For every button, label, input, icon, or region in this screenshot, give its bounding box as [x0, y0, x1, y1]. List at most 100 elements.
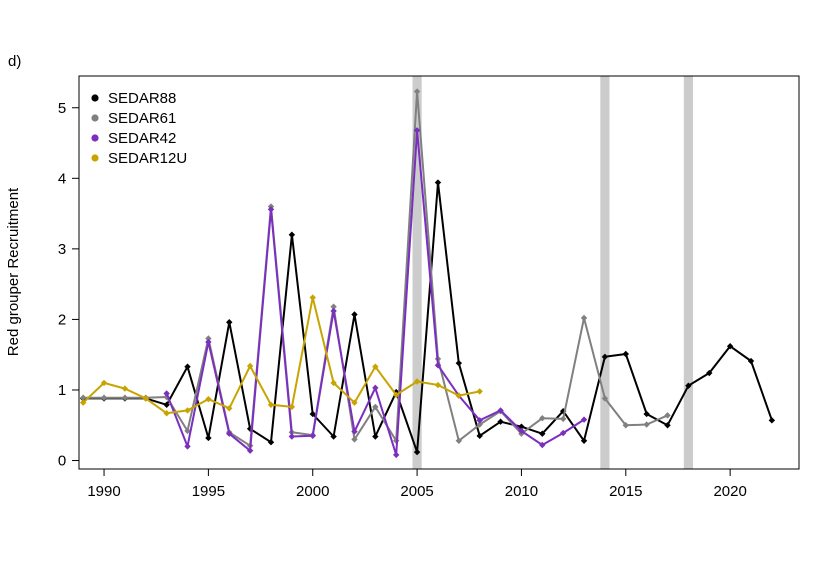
data-point-sedar42-2012 — [559, 429, 567, 437]
data-point-sedar12u-2003 — [372, 363, 379, 370]
data-point-sedar12u-2008 — [476, 388, 483, 395]
data-point-sedar61-2001 — [330, 303, 337, 310]
data-point-sedar12u-2007 — [455, 392, 463, 399]
x-tick-label-2010: 2010 — [505, 483, 538, 500]
legend-marker-sedar42 — [91, 134, 99, 142]
legend-label-sedar88: SEDAR88 — [108, 90, 176, 107]
data-point-sedar42-1997 — [246, 447, 254, 454]
shaded-band-2005 — [412, 76, 422, 469]
x-tick-label-2015: 2015 — [609, 483, 642, 500]
data-point-sedar88-2001 — [330, 433, 337, 440]
legend: SEDAR88 SEDAR61 SEDAR42 SEDAR12U — [91, 90, 187, 167]
data-point-sedar88-2007 — [455, 359, 463, 367]
data-point-sedar88-2015 — [622, 350, 629, 358]
data-point-sedar12u-1998 — [267, 401, 275, 408]
data-point-sedar12u-2000 — [309, 294, 316, 301]
series-line-sedar12u — [82, 296, 480, 415]
data-point-sedar42-2013 — [580, 416, 588, 423]
data-point-sedar42-1994 — [184, 443, 191, 450]
data-point-sedar88-2002 — [351, 311, 358, 318]
data-point-sedar42-1995 — [205, 338, 212, 346]
legend-marker-sedar88 — [91, 94, 99, 102]
data-point-sedar61-2014 — [601, 395, 609, 402]
data-point-sedar42-2005 — [413, 127, 421, 134]
data-point-sedar61-2016 — [643, 421, 650, 428]
data-point-sedar42-2006 — [434, 362, 442, 369]
data-point-sedar88-1996 — [226, 319, 233, 326]
data-point-sedar42-1998 — [267, 206, 275, 213]
data-point-sedar12u-1992 — [142, 395, 149, 402]
x-tick-label-1995: 1995 — [192, 483, 225, 500]
data-point-sedar88-1998 — [267, 438, 275, 446]
data-point-sedar12u-1996 — [226, 405, 233, 412]
data-point-sedar88-2011 — [539, 430, 546, 437]
data-point-sedar42-2001 — [330, 307, 337, 315]
data-point-sedar12u-2001 — [330, 379, 337, 387]
data-point-sedar88-2005 — [413, 448, 421, 456]
y-tick-label-5: 5 — [58, 100, 66, 117]
data-point-sedar61-2007 — [455, 437, 463, 444]
data-point-sedar12u-1991 — [121, 385, 129, 392]
data-point-sedar42-2002 — [351, 428, 358, 435]
data-point-sedar61-2002 — [351, 436, 358, 443]
data-point-sedar42-2008 — [476, 417, 483, 424]
legend-label-sedar61: SEDAR61 — [108, 110, 176, 127]
data-point-sedar88-1995 — [205, 434, 212, 442]
legend-item-sedar42: SEDAR42 — [91, 130, 176, 147]
shaded-year-bands — [412, 76, 693, 469]
data-point-sedar61-2012 — [559, 415, 567, 423]
series-lines — [79, 88, 776, 459]
x-tick-label-2005: 2005 — [400, 483, 433, 500]
series-sedar12u — [79, 294, 483, 417]
y-tick-label-4: 4 — [58, 170, 66, 187]
data-point-sedar61-1991 — [121, 394, 129, 401]
data-point-sedar61-2003 — [372, 403, 379, 411]
data-point-sedar88-2021 — [747, 357, 755, 365]
data-point-sedar88-2018 — [685, 382, 692, 389]
data-point-sedar42-2003 — [372, 384, 379, 392]
x-tick-label-1990: 1990 — [87, 483, 120, 500]
data-point-sedar42-2000 — [309, 432, 316, 440]
y-axis: 0 1 2 3 4 5 — [58, 100, 80, 470]
data-point-sedar88-2003 — [372, 433, 379, 440]
data-point-sedar88-2000 — [309, 410, 316, 418]
data-point-sedar12u-2005 — [413, 378, 421, 385]
data-point-sedar12u-1999 — [288, 403, 296, 411]
data-point-sedar42-1996 — [226, 430, 233, 437]
y-tick-label-0: 0 — [58, 453, 66, 470]
x-axis: 1990 1995 2000 2005 2010 2015 2020 — [87, 468, 747, 500]
data-point-sedar61-2005 — [413, 88, 421, 95]
data-point-sedar12u-1995 — [205, 395, 212, 403]
data-point-sedar88-2019 — [706, 369, 713, 377]
data-point-sedar12u-1989 — [79, 399, 87, 406]
data-point-sedar12u-1993 — [163, 410, 170, 417]
data-point-sedar88-1999 — [288, 231, 296, 238]
data-point-sedar88-2013 — [580, 437, 588, 444]
data-point-sedar42-1999 — [288, 433, 296, 440]
data-point-sedar61-1995 — [205, 335, 212, 342]
data-point-sedar42-2004 — [393, 451, 400, 459]
data-point-sedar61-2017 — [664, 412, 671, 419]
data-point-sedar61-2008 — [476, 421, 483, 428]
data-point-sedar61-1989 — [79, 394, 87, 401]
data-point-sedar12u-1997 — [246, 362, 254, 370]
data-point-sedar42-2011 — [539, 441, 546, 449]
x-tick-label-2000: 2000 — [296, 483, 329, 500]
data-point-sedar88-2020 — [726, 343, 734, 350]
legend-marker-sedar61 — [91, 114, 99, 122]
data-point-sedar88-1993 — [163, 401, 170, 408]
data-point-sedar61-2013 — [580, 314, 588, 322]
shaded-band-2014 — [600, 76, 610, 469]
legend-label-sedar12u: SEDAR12U — [108, 150, 187, 167]
x-tick-label-2020: 2020 — [713, 483, 746, 500]
y-tick-label-3: 3 — [58, 241, 66, 258]
data-point-sedar88-1994 — [184, 363, 191, 370]
legend-item-sedar88: SEDAR88 — [91, 90, 176, 107]
data-point-sedar88-2009 — [497, 418, 504, 425]
y-tick-label-1: 1 — [58, 382, 66, 399]
data-point-sedar88-2022 — [768, 417, 776, 424]
legend-marker-sedar12u — [91, 154, 99, 162]
legend-item-sedar12u: SEDAR12U — [91, 150, 187, 167]
legend-label-sedar42: SEDAR42 — [108, 130, 176, 147]
